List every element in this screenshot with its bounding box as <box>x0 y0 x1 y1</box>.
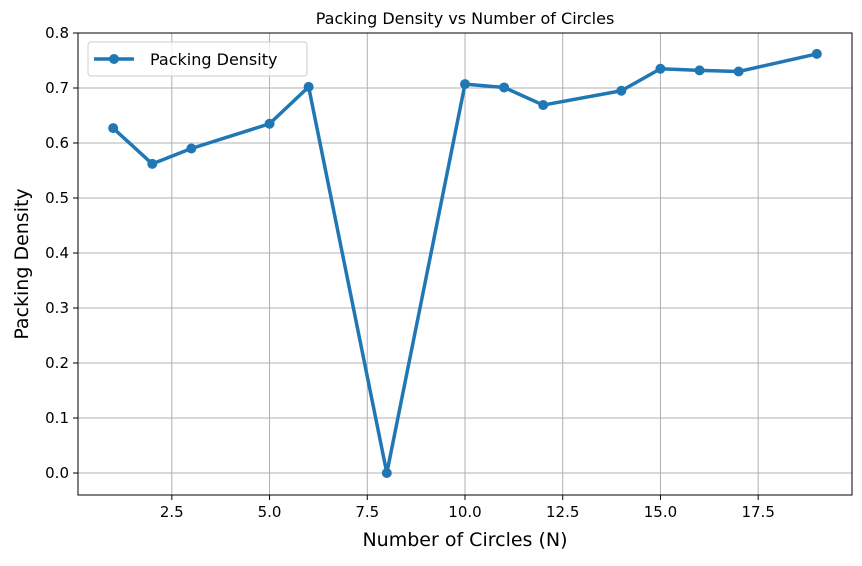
data-point <box>811 48 822 59</box>
legend: Packing Density <box>87 41 308 77</box>
x-tick-label: 15.0 <box>644 503 677 521</box>
chart-title: Packing Density vs Number of Circles <box>316 9 615 28</box>
data-point <box>303 81 314 92</box>
x-tick-label: 7.5 <box>355 503 379 521</box>
y-axis-ticks: 0.0 0.1 0.2 0.3 0.4 0.5 0.6 0.7 0.8 <box>45 24 78 482</box>
series-line <box>111 52 818 475</box>
x-tick-label: 2.5 <box>160 503 184 521</box>
y-tick-label: 0.5 <box>45 189 69 207</box>
data-point <box>538 100 549 111</box>
x-tick-label: 10.0 <box>448 503 481 521</box>
data-point <box>186 143 197 154</box>
data-point <box>499 82 510 93</box>
legend-marker-swatch <box>109 54 119 64</box>
x-axis-ticks: 2.5 5.0 7.5 10.0 12.5 15.0 17.5 <box>160 495 775 521</box>
legend-box <box>87 41 308 77</box>
series-layer <box>108 48 822 478</box>
data-point <box>616 85 627 96</box>
y-tick-label: 0.1 <box>45 409 69 427</box>
y-tick-label: 0.0 <box>45 464 69 482</box>
x-tick-label: 17.5 <box>741 503 774 521</box>
y-tick-label: 0.3 <box>45 299 69 317</box>
data-point <box>108 123 119 134</box>
data-point <box>147 158 158 169</box>
data-point <box>460 79 470 90</box>
y-axis-label: Packing Density <box>11 188 33 339</box>
x-tick-label: 5.0 <box>258 503 282 521</box>
data-point <box>733 66 744 77</box>
y-tick-label: 0.6 <box>45 134 69 152</box>
x-tick-label: 12.5 <box>546 503 579 521</box>
data-point <box>694 65 705 76</box>
y-tick-label: 0.8 <box>45 24 69 42</box>
data-point <box>655 63 666 74</box>
data-point <box>381 468 392 478</box>
y-tick-label: 0.4 <box>45 244 69 262</box>
legend-label: Packing Density <box>150 50 277 69</box>
grid-lines <box>78 32 852 495</box>
data-point <box>264 118 275 129</box>
x-axis-label: Number of Circles (N) <box>362 529 567 551</box>
y-tick-label: 0.7 <box>45 79 69 97</box>
y-tick-label: 0.2 <box>45 354 69 372</box>
